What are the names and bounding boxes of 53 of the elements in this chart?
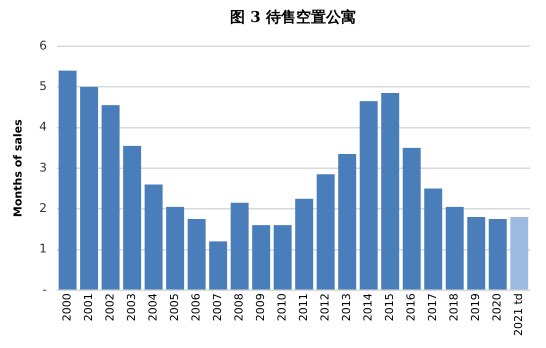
bar: [274, 225, 292, 290]
x-tick-label: 2020: [490, 293, 504, 322]
bar: [424, 188, 442, 290]
x-tick-label: 2009: [254, 293, 268, 322]
bar: [144, 184, 163, 290]
bar: [316, 174, 335, 290]
bar: [338, 154, 356, 290]
bar: [381, 92, 400, 290]
y-tick-label: 6: [39, 38, 47, 52]
x-tick-label: 2004: [146, 293, 160, 322]
x-tick-label: 2003: [124, 293, 138, 322]
x-tick-label: 2019: [469, 293, 482, 322]
bar: [230, 202, 249, 290]
x-tick-label: 2010: [276, 293, 289, 322]
x-tick-label: 2013: [340, 293, 354, 322]
x-tick-label: 2021 td: [512, 293, 526, 336]
x-tick-label: 2012: [318, 293, 332, 322]
x-tick-label: 2002: [103, 293, 116, 322]
x-tick-label: 2007: [211, 293, 224, 322]
x-tick-label: 2016: [404, 293, 418, 322]
x-tick-label: 2014: [362, 293, 375, 322]
bar: [252, 225, 270, 290]
bar: [58, 70, 77, 290]
x-tick-label: 2006: [189, 293, 202, 322]
bar: [402, 148, 421, 290]
x-tick-label: 2008: [232, 293, 246, 322]
y-tick-label: 3: [39, 160, 47, 174]
x-tick-label: 2000: [60, 293, 74, 322]
bar: [510, 217, 528, 290]
bar: [209, 241, 228, 290]
x-tick-label: 2018: [448, 293, 461, 322]
bar: [166, 206, 184, 290]
bar: [80, 86, 98, 290]
bar: [467, 217, 486, 290]
x-tick-label: 2015: [383, 293, 396, 322]
bar: [123, 146, 142, 290]
y-tick-label: 4: [39, 120, 47, 134]
bar: [188, 219, 206, 290]
x-tick-label: 2005: [168, 293, 181, 322]
bar: [102, 105, 120, 290]
chart-title: 图 3 待售空置公寓: [229, 8, 357, 27]
x-tick-label: 2011: [297, 293, 310, 322]
y-tick-label: 2: [39, 201, 47, 215]
y-tick-label: 5: [39, 78, 47, 93]
y-axis-title: Months of sales: [11, 118, 24, 218]
x-tick-label: 2017: [426, 293, 440, 322]
y-tick-label: 1: [39, 242, 47, 256]
bar: [295, 198, 314, 290]
y-tick-label: -: [42, 282, 47, 296]
x-tick-label: 2001: [82, 293, 95, 322]
bar: [488, 219, 507, 290]
bar: [360, 101, 378, 290]
bar: [446, 206, 464, 290]
